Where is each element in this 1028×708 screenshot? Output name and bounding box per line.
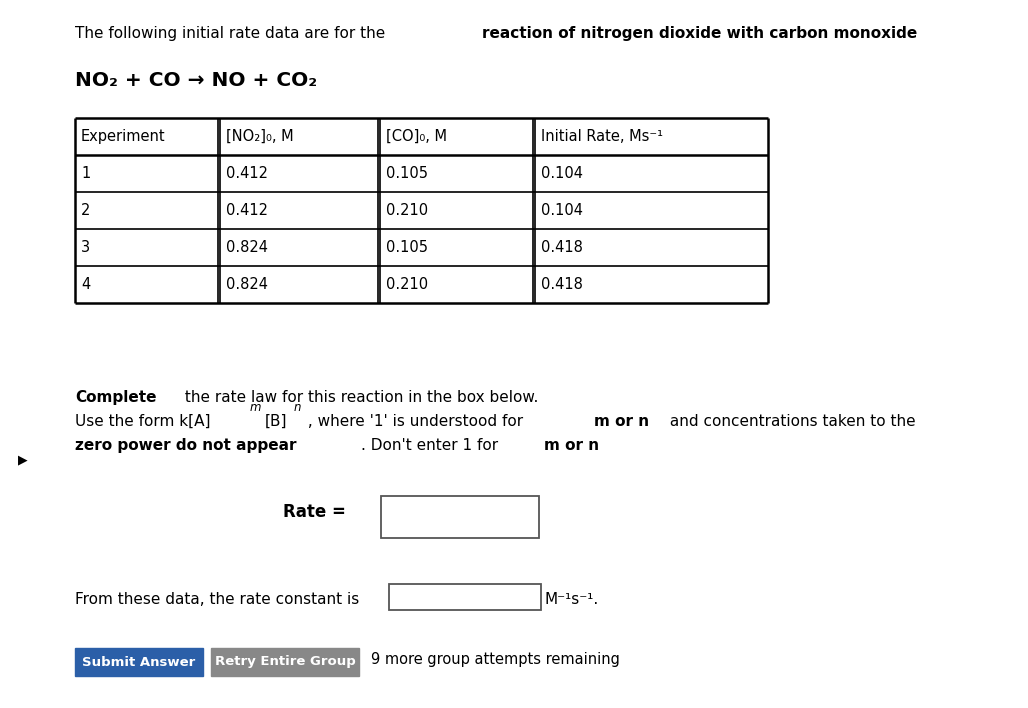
Text: 0.210: 0.210 <box>386 277 428 292</box>
Text: 0.412: 0.412 <box>226 203 268 218</box>
Text: 0.105: 0.105 <box>386 240 428 255</box>
Text: From these data, the rate constant is: From these data, the rate constant is <box>75 592 359 607</box>
Text: [NO₂]₀, M: [NO₂]₀, M <box>226 129 294 144</box>
Text: 4: 4 <box>81 277 90 292</box>
Text: Submit Answer: Submit Answer <box>82 656 195 668</box>
Text: 9 more group attempts remaining: 9 more group attempts remaining <box>371 652 620 667</box>
Text: 2: 2 <box>81 203 90 218</box>
Text: , where '1' is understood for: , where '1' is understood for <box>303 414 528 429</box>
Text: Experiment: Experiment <box>81 129 166 144</box>
Text: 0.412: 0.412 <box>226 166 268 181</box>
Text: ▶: ▶ <box>19 454 28 467</box>
Text: m or n: m or n <box>594 414 649 429</box>
Text: 0.210: 0.210 <box>386 203 428 218</box>
Text: M⁻¹s⁻¹.: M⁻¹s⁻¹. <box>545 592 599 607</box>
Text: the rate law for this reaction in the box below.: the rate law for this reaction in the bo… <box>180 390 539 405</box>
Text: and concentrations taken to the: and concentrations taken to the <box>665 414 916 429</box>
Bar <box>75 648 203 676</box>
Text: Use the form k[A]: Use the form k[A] <box>75 414 211 429</box>
Text: [CO]₀, M: [CO]₀, M <box>386 129 447 144</box>
Text: . Don't enter 1 for: . Don't enter 1 for <box>361 438 503 453</box>
Text: [B]: [B] <box>264 414 287 429</box>
Text: Complete: Complete <box>75 390 156 405</box>
Text: 0.824: 0.824 <box>226 240 268 255</box>
Bar <box>389 584 541 610</box>
Text: The following initial rate data are for the: The following initial rate data are for … <box>75 26 390 41</box>
Text: 0.104: 0.104 <box>541 203 583 218</box>
Text: n: n <box>294 401 301 414</box>
Text: Retry Entire Group: Retry Entire Group <box>215 656 356 668</box>
Text: reaction of nitrogen dioxide with carbon monoxide: reaction of nitrogen dioxide with carbon… <box>481 26 917 41</box>
Text: zero power do not appear: zero power do not appear <box>75 438 296 453</box>
Text: 0.418: 0.418 <box>541 277 583 292</box>
Text: 0.824: 0.824 <box>226 277 268 292</box>
Bar <box>381 496 539 538</box>
Text: NO₂ + CO → NO + CO₂: NO₂ + CO → NO + CO₂ <box>75 71 317 90</box>
Text: Initial Rate, Ms⁻¹: Initial Rate, Ms⁻¹ <box>541 129 663 144</box>
Text: 1: 1 <box>81 166 90 181</box>
Text: 0.418: 0.418 <box>541 240 583 255</box>
Text: Rate =: Rate = <box>283 503 345 521</box>
Text: 3: 3 <box>81 240 90 255</box>
Text: 0.105: 0.105 <box>386 166 428 181</box>
Text: 0.104: 0.104 <box>541 166 583 181</box>
Text: m: m <box>250 401 261 414</box>
Bar <box>211 648 359 676</box>
Text: m or n: m or n <box>544 438 599 453</box>
